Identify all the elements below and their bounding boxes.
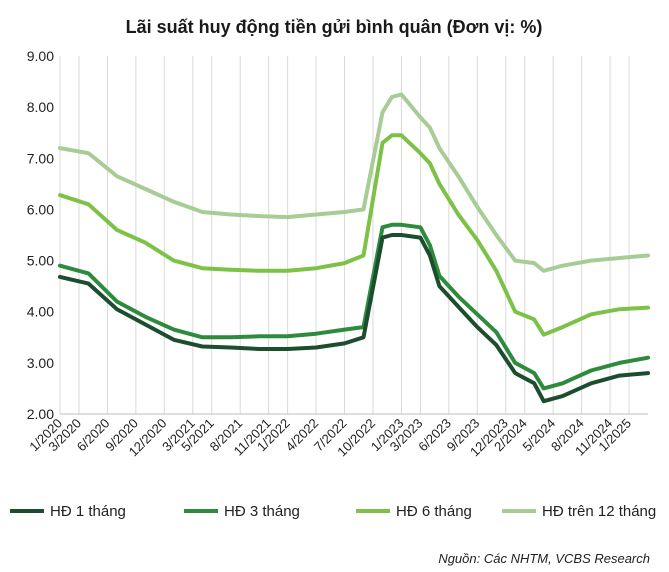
vertical-gridlines (59, 56, 630, 414)
legend-label-1: HĐ 3 tháng (224, 503, 300, 520)
y-tick-label-4: 6.00 (27, 201, 54, 217)
y-axis: 2.00 3.00 4.00 5.00 6.00 7.00 8.00 9.00 (27, 48, 54, 422)
legend-label-2: HĐ 6 tháng (396, 503, 472, 520)
series-line-2 (58, 133, 650, 337)
legend-label-3: HĐ trên 12 tháng (542, 503, 656, 520)
source-note: Nguồn: Các NHTM, VCBS Research (438, 551, 650, 566)
chart-title: Lãi suất huy động tiền gửi bình quân (Đơ… (126, 17, 543, 37)
legend: HĐ 1 tháng HĐ 3 tháng HĐ 6 tháng HĐ trên 12… (10, 503, 656, 520)
series-lines (58, 92, 650, 404)
y-tick-label-0: 2.00 (27, 406, 54, 422)
series-line-3 (58, 92, 650, 273)
y-tick-label-5: 7.00 (27, 150, 54, 166)
y-tick-label-2: 4.00 (27, 304, 54, 320)
y-tick-label-1: 3.00 (27, 355, 54, 371)
series-line-0 (58, 233, 650, 404)
y-tick-label-6: 8.00 (27, 99, 54, 115)
x-axis: 1/20203/20206/20209/202012/20203/20215/2… (26, 413, 648, 459)
y-tick-label-7: 9.00 (27, 48, 54, 64)
y-tick-label-3: 5.00 (27, 253, 54, 269)
legend-label-0: HĐ 1 tháng (50, 503, 126, 520)
series-line-1 (58, 222, 650, 391)
